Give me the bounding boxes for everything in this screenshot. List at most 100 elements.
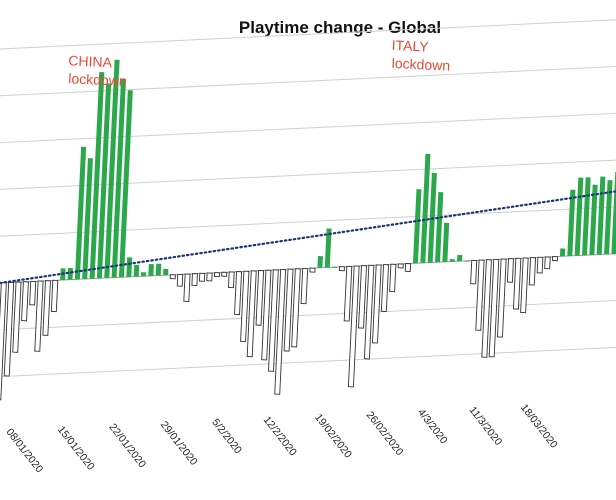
bar xyxy=(246,270,257,358)
bar xyxy=(363,264,375,360)
bar xyxy=(0,282,7,401)
bar xyxy=(126,257,133,278)
bar xyxy=(191,273,198,287)
bar xyxy=(317,255,323,268)
x-tick-label: 26/02/2020 xyxy=(364,409,406,458)
bar xyxy=(347,265,360,388)
bar xyxy=(255,270,265,326)
bar xyxy=(118,90,133,278)
x-tick-label: 5/2/2020 xyxy=(209,417,244,457)
bar xyxy=(29,280,37,306)
bar xyxy=(163,268,169,276)
x-tick-labels: 08/01/2020 15/01/2020 22/01/2020 29/01/2020… xyxy=(3,402,559,475)
bar xyxy=(12,281,22,353)
bar xyxy=(544,256,551,270)
bar xyxy=(475,259,485,331)
bar xyxy=(221,271,228,277)
bar xyxy=(240,270,250,343)
bar xyxy=(169,274,176,280)
bar xyxy=(234,271,243,316)
bar xyxy=(332,266,338,269)
bar xyxy=(3,281,15,377)
bar xyxy=(133,264,140,277)
bar xyxy=(291,268,301,348)
bar xyxy=(104,59,120,279)
gridline xyxy=(0,112,616,144)
bar xyxy=(536,256,544,274)
bar xyxy=(141,272,147,277)
bars xyxy=(0,59,616,401)
bar xyxy=(520,257,529,314)
bar xyxy=(596,176,606,255)
bar xyxy=(50,279,59,313)
bar xyxy=(42,280,51,336)
bar xyxy=(283,268,294,352)
bar xyxy=(412,189,422,264)
x-tick-label: 19/02/2020 xyxy=(312,412,354,461)
bar xyxy=(227,271,235,289)
bar xyxy=(206,272,213,282)
bar xyxy=(213,272,220,278)
bar xyxy=(470,259,478,285)
bar xyxy=(274,268,287,395)
bar xyxy=(183,273,191,302)
annotation-line2: lockdown xyxy=(391,55,450,74)
bar xyxy=(82,158,93,280)
annotation-line2: lockdown xyxy=(68,70,127,89)
bar xyxy=(481,259,492,358)
bar xyxy=(155,263,162,276)
bar xyxy=(496,258,507,338)
x-tick-label: 4/3/2020 xyxy=(415,407,450,447)
bar xyxy=(589,184,598,256)
bar xyxy=(324,228,332,268)
bar xyxy=(380,264,390,312)
x-tick-label: 11/3/2020 xyxy=(467,404,505,448)
annotation-line1: ITALY xyxy=(391,37,429,55)
gridlines xyxy=(0,19,616,378)
bar xyxy=(148,264,154,276)
bar xyxy=(358,265,367,329)
trendline-path xyxy=(0,190,616,285)
bar xyxy=(21,281,29,322)
bar xyxy=(67,267,74,280)
gridline xyxy=(0,346,616,378)
bar xyxy=(338,266,345,272)
annotation-line1: CHINA xyxy=(68,52,113,70)
bar xyxy=(567,189,576,257)
bar xyxy=(404,263,412,272)
bar xyxy=(397,263,404,269)
x-tick-label: 18/03/2020 xyxy=(518,402,560,451)
bar xyxy=(34,280,44,352)
bar xyxy=(300,267,309,305)
bar xyxy=(506,258,514,283)
bar xyxy=(389,263,397,293)
bar xyxy=(528,257,537,286)
chart-title: Playtime change - Global xyxy=(238,18,442,37)
bar xyxy=(512,257,522,310)
bar xyxy=(96,83,112,279)
x-tick-label: 08/01/2020 xyxy=(3,426,45,475)
bar xyxy=(551,256,559,262)
bar xyxy=(442,222,450,262)
bar xyxy=(111,78,127,278)
bar xyxy=(457,254,463,262)
bar xyxy=(420,153,431,264)
bar xyxy=(268,269,279,372)
bar xyxy=(449,259,455,262)
x-tick-label: 22/01/2020 xyxy=(106,421,148,470)
bar xyxy=(261,269,272,361)
x-tick-label: 12/2/2020 xyxy=(261,414,299,458)
bar xyxy=(74,146,87,280)
bar xyxy=(176,273,184,287)
bar xyxy=(372,264,382,344)
bar xyxy=(343,265,353,322)
bar xyxy=(309,267,316,273)
bar xyxy=(604,180,613,255)
x-tick-label: 15/01/2020 xyxy=(55,424,97,473)
bar xyxy=(435,191,444,263)
trendline xyxy=(0,190,616,285)
bar xyxy=(582,177,591,256)
bar xyxy=(559,248,566,257)
